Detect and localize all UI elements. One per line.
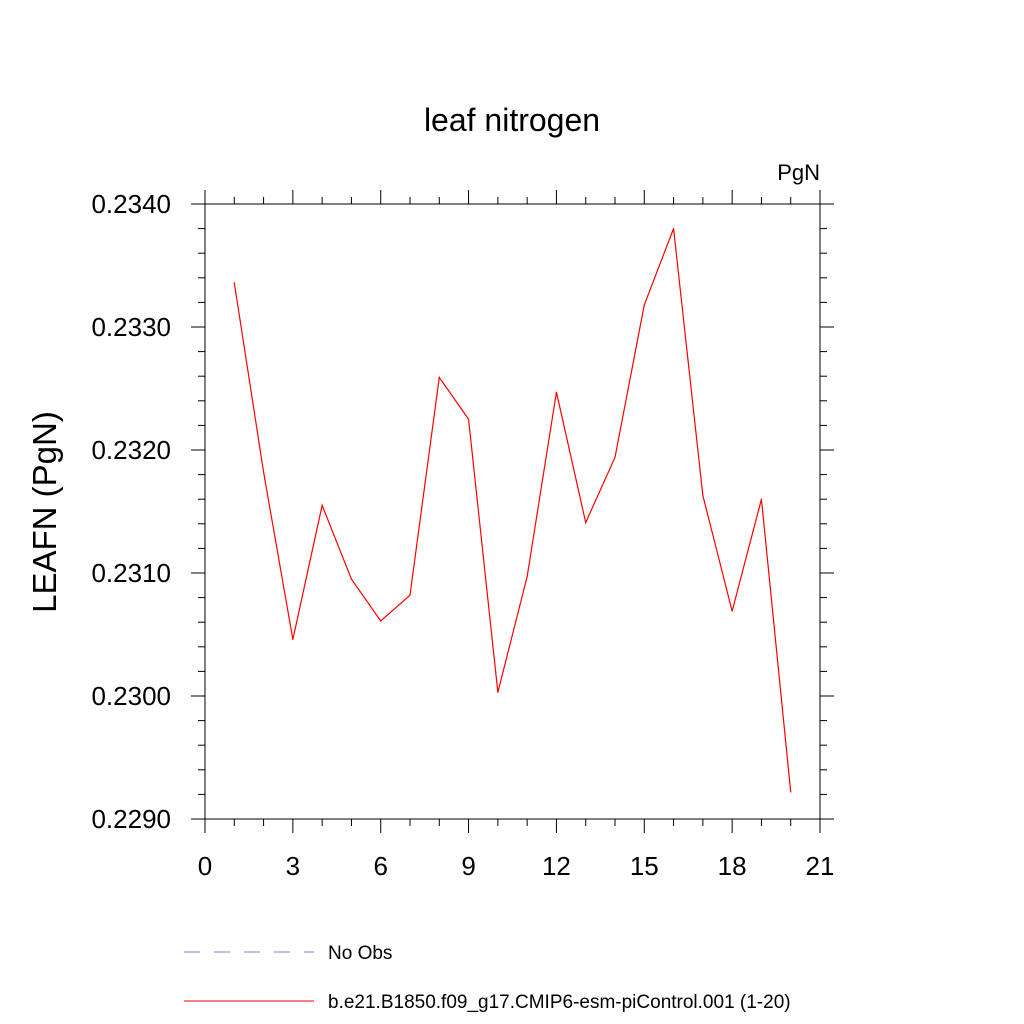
series-line [233,228,792,792]
legend-label: b.e21.B1850.f09_g17.CMIP6-esm-piControl.… [328,992,791,1013]
data-point [731,610,733,612]
x-tick-label: 9 [461,851,475,881]
data-point [555,391,558,393]
series-layer [233,228,792,793]
x-tick-label: 12 [542,851,571,881]
data-point [233,282,235,284]
y-axis-label: LEAFN (PgN) [26,411,63,613]
y-tick-label: 0.2330 [91,312,171,342]
data-point [702,494,704,497]
legend: No Obs b.e21.B1850.f09_g17.CMIP6-esm-piCo… [184,943,791,1013]
x-tick-label: 0 [198,851,212,881]
data-point [380,620,382,622]
data-point [585,521,587,524]
y-tick-label: 0.2290 [91,804,171,834]
data-point [672,228,675,230]
data-point [614,456,616,458]
y-tick-label: 0.2320 [91,435,171,465]
data-point [292,638,294,641]
tick-labels: 0 3 6 9 12 15 18 21 0.2290 0.2300 0.2310 0.2320 0.23… [91,189,834,881]
data-point [467,418,470,420]
data-point [790,791,792,793]
legend-label: No Obs [328,943,392,964]
data-point [409,594,411,596]
data-point [497,691,499,693]
data-point [760,498,763,500]
data-point [438,376,440,379]
data-point [350,578,353,580]
x-tick-label: 18 [718,851,747,881]
data-point [643,304,645,306]
data-point [526,576,528,578]
y-tick-label: 0.2340 [91,189,171,219]
data-point [321,504,323,506]
units-label: PgN [777,160,820,185]
x-tick-label: 15 [630,851,659,881]
plot-frame [204,203,821,820]
y-tick-label: 0.2310 [91,558,171,588]
y-tick-label: 0.2300 [91,681,171,711]
x-tick-label: 6 [373,851,387,881]
x-tick-label: 3 [286,851,300,881]
axis-ticks [191,190,834,833]
chart-title: leaf nitrogen [424,102,600,138]
data-point [262,471,265,473]
x-tick-label: 21 [806,851,835,881]
